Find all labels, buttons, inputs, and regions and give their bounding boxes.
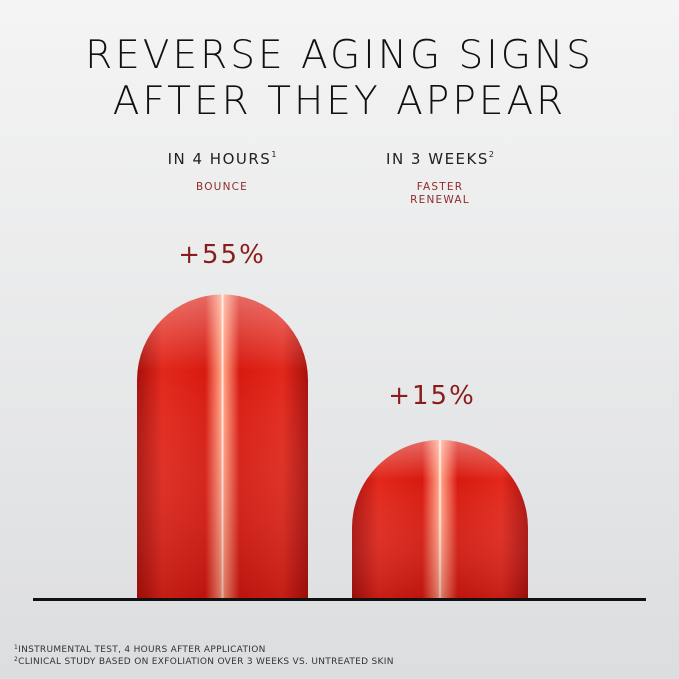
- column-value: +55%: [178, 240, 266, 270]
- capsule-shine: [137, 294, 308, 600]
- label-line: BOUNCE: [196, 181, 248, 193]
- note-mark: 1: [271, 150, 277, 159]
- footnote: 1INSTRUMENTAL TEST, 4 HOURS AFTER APPLIC…: [14, 644, 266, 655]
- column-label: BOUNCE: [122, 181, 322, 194]
- footnote: 2CLINICAL STUDY BASED ON EXFOLIATION OVE…: [14, 656, 394, 667]
- footnote-text: CLINICAL STUDY BASED ON EXFOLIATION OVER…: [18, 657, 394, 667]
- capsule-shine: [352, 440, 528, 600]
- title-line: AFTER THEY APPEAR: [112, 79, 567, 124]
- column-label: FASTER RENEWAL: [340, 181, 540, 207]
- heading-text: IN 3 WEEKS: [386, 150, 489, 168]
- label-line: FASTER: [416, 181, 464, 193]
- column-heading: IN 3 WEEKS2: [340, 150, 540, 168]
- note-mark: 2: [14, 656, 19, 663]
- title: REVERSE AGING SIGNS AFTER THEY APPEAR: [0, 33, 679, 125]
- note-mark: 1: [14, 644, 19, 651]
- label-line: RENEWAL: [410, 194, 470, 206]
- note-mark: 2: [488, 150, 494, 159]
- column-value: +15%: [388, 381, 476, 411]
- heading-text: IN 4 HOURS: [167, 150, 272, 168]
- footnote-text: INSTRUMENTAL TEST, 4 HOURS AFTER APPLICA…: [18, 645, 266, 655]
- title-line: REVERSE AGING SIGNS: [85, 33, 594, 78]
- column-heading: IN 4 HOURS1: [122, 150, 322, 168]
